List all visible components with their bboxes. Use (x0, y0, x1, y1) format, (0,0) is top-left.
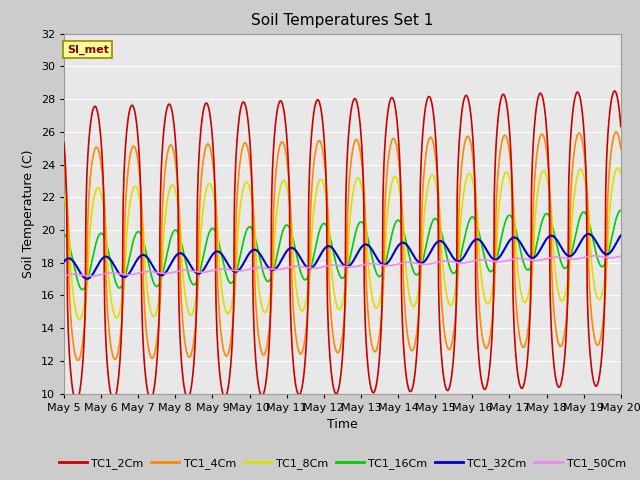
Legend: TC1_2Cm, TC1_4Cm, TC1_8Cm, TC1_16Cm, TC1_32Cm, TC1_50Cm: TC1_2Cm, TC1_4Cm, TC1_8Cm, TC1_16Cm, TC1… (54, 453, 630, 473)
Line: TC1_2Cm: TC1_2Cm (64, 91, 621, 401)
TC1_4Cm (184, 353, 192, 359)
Line: TC1_32Cm: TC1_32Cm (64, 234, 621, 279)
TC1_4Cm (171, 154, 179, 160)
TC1_8Cm (614, 165, 621, 171)
TC1_16Cm (60, 232, 68, 238)
TC1_8Cm (551, 267, 559, 273)
Y-axis label: Soil Temperature (C): Soil Temperature (C) (22, 149, 35, 278)
TC1_50Cm (87, 273, 95, 279)
TC1_50Cm (551, 254, 559, 260)
Title: Soil Temperatures Set 1: Soil Temperatures Set 1 (252, 13, 433, 28)
TC1_32Cm (184, 259, 192, 264)
TC1_2Cm (72, 398, 80, 404)
TC1_32Cm (246, 249, 254, 255)
TC1_16Cm (184, 270, 192, 276)
TC1_16Cm (246, 224, 254, 230)
TC1_16Cm (429, 217, 437, 223)
TC1_50Cm (617, 253, 625, 259)
TC1_2Cm (502, 97, 509, 103)
Text: SI_met: SI_met (67, 44, 109, 55)
Line: TC1_16Cm: TC1_16Cm (64, 210, 621, 290)
TC1_4Cm (74, 358, 82, 363)
TC1_4Cm (502, 133, 509, 139)
TC1_32Cm (60, 259, 68, 264)
TC1_2Cm (246, 148, 254, 154)
TC1_8Cm (617, 171, 625, 177)
TC1_2Cm (60, 140, 68, 146)
TC1_32Cm (551, 235, 559, 240)
TC1_16Cm (171, 228, 179, 233)
TC1_16Cm (502, 217, 509, 223)
TC1_4Cm (551, 320, 559, 325)
TC1_4Cm (612, 129, 620, 135)
TC1_8Cm (76, 316, 83, 322)
TC1_8Cm (429, 173, 437, 179)
TC1_4Cm (60, 162, 68, 168)
TC1_16Cm (79, 287, 86, 293)
TC1_50Cm (590, 253, 598, 259)
TC1_50Cm (60, 273, 68, 279)
TC1_8Cm (502, 169, 509, 175)
TC1_50Cm (429, 260, 437, 266)
TC1_32Cm (617, 233, 625, 239)
TC1_8Cm (171, 186, 179, 192)
X-axis label: Time: Time (327, 418, 358, 431)
TC1_16Cm (551, 234, 559, 240)
TC1_8Cm (60, 192, 68, 198)
TC1_2Cm (617, 124, 625, 130)
TC1_4Cm (429, 140, 437, 145)
TC1_32Cm (429, 244, 437, 250)
TC1_2Cm (551, 371, 559, 377)
TC1_32Cm (502, 244, 509, 250)
TC1_50Cm (184, 267, 192, 273)
TC1_32Cm (83, 276, 91, 282)
TC1_2Cm (611, 88, 618, 94)
TC1_8Cm (246, 189, 254, 195)
Line: TC1_8Cm: TC1_8Cm (64, 168, 621, 319)
TC1_4Cm (617, 146, 625, 152)
TC1_2Cm (429, 108, 437, 114)
TC1_50Cm (171, 269, 179, 275)
TC1_16Cm (617, 207, 625, 213)
TC1_2Cm (184, 395, 192, 401)
TC1_50Cm (502, 258, 509, 264)
TC1_32Cm (584, 231, 592, 237)
TC1_8Cm (184, 308, 192, 314)
TC1_2Cm (171, 129, 179, 134)
Line: TC1_4Cm: TC1_4Cm (64, 132, 621, 360)
TC1_50Cm (246, 266, 254, 272)
TC1_4Cm (246, 164, 254, 170)
TC1_32Cm (171, 254, 179, 260)
Line: TC1_50Cm: TC1_50Cm (64, 256, 621, 276)
